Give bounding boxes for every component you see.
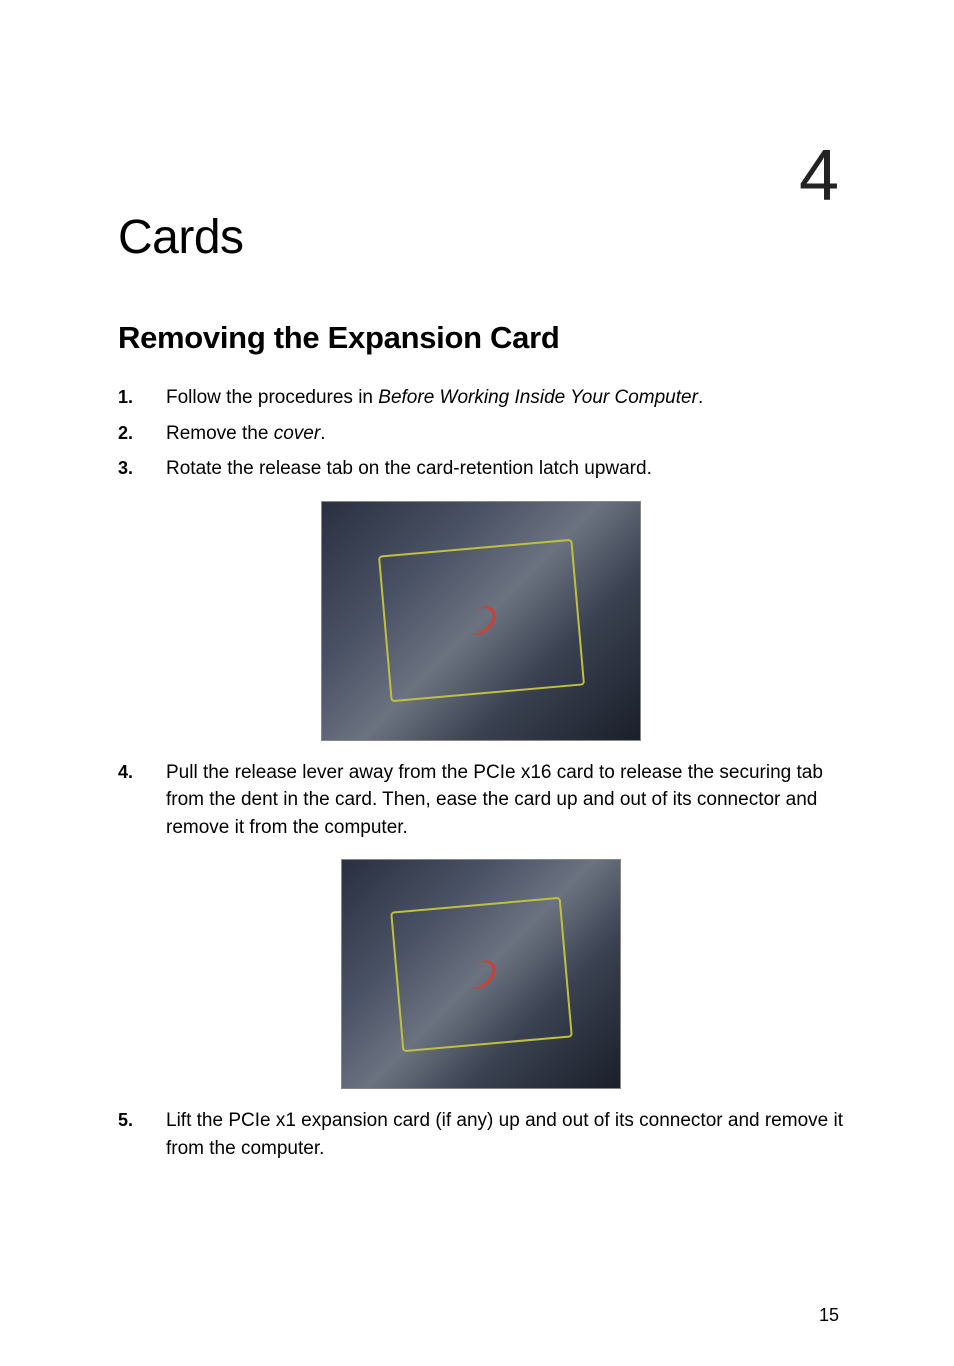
step-text-prefix: Follow the procedures in (166, 387, 378, 408)
figure-1-container (118, 501, 844, 741)
step-2: 2. Remove the cover. (118, 420, 844, 448)
figure-2-container (118, 859, 844, 1089)
step-number: 2. (118, 420, 133, 446)
step-text-suffix: . (320, 423, 325, 444)
step-text-italic: cover (274, 423, 320, 444)
step-1: 1. Follow the procedures in Before Worki… (118, 384, 844, 412)
page-number: 15 (819, 1305, 839, 1326)
chapter-title: Cards (118, 210, 844, 265)
step-number: 4. (118, 759, 133, 785)
step-5: 5. Lift the PCIe x1 expansion card (if a… (118, 1107, 844, 1162)
step-text-prefix: Lift the PCIe x1 expansion card (if any)… (166, 1110, 843, 1159)
figure-2-image (341, 859, 621, 1089)
step-text-prefix: Remove the (166, 423, 274, 444)
steps-list-continued-2: 5. Lift the PCIe x1 expansion card (if a… (118, 1107, 844, 1162)
step-text-prefix: Pull the release lever away from the PCI… (166, 762, 823, 838)
step-text-prefix: Rotate the release tab on the card-reten… (166, 458, 652, 479)
steps-list-continued: 4. Pull the release lever away from the … (118, 759, 844, 842)
steps-list: 1. Follow the procedures in Before Worki… (118, 384, 844, 483)
step-number: 1. (118, 384, 133, 410)
step-text-italic: Before Working Inside Your Computer (378, 387, 698, 408)
step-number: 5. (118, 1107, 133, 1133)
section-title: Removing the Expansion Card (118, 320, 844, 356)
chapter-number: 4 (799, 135, 839, 217)
step-3: 3. Rotate the release tab on the card-re… (118, 455, 844, 483)
figure-1-image (321, 501, 641, 741)
step-number: 3. (118, 455, 133, 481)
step-4: 4. Pull the release lever away from the … (118, 759, 844, 842)
step-text-suffix: . (698, 387, 703, 408)
